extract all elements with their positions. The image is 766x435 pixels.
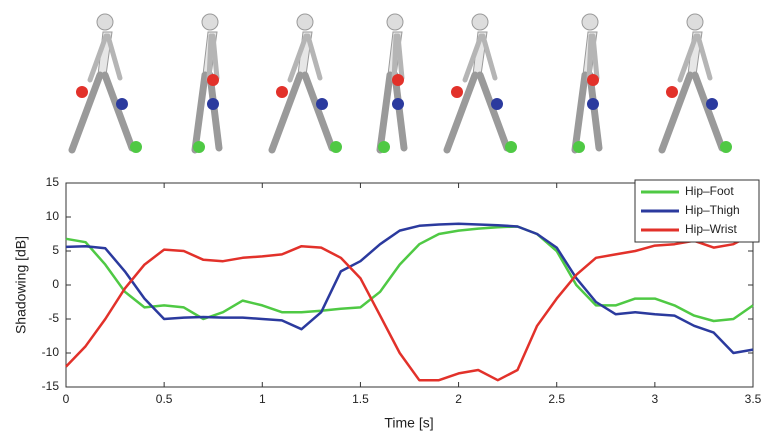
wrist-dot <box>76 86 88 98</box>
walker <box>571 13 603 154</box>
y-tick-label: -15 <box>42 379 60 393</box>
legend-label: Hip–Wrist <box>685 222 737 236</box>
foot-dot <box>130 141 142 153</box>
walker-arm <box>391 33 405 83</box>
walker-arm <box>206 33 220 83</box>
legend-label: Hip–Thigh <box>685 203 740 217</box>
y-tick-label: 10 <box>46 209 60 223</box>
walker-arm <box>677 33 713 83</box>
thigh-dot <box>116 98 128 110</box>
thigh-dot <box>316 98 328 110</box>
walker-head <box>686 13 704 31</box>
y-tick-label: 0 <box>52 277 59 291</box>
wrist-dot <box>666 86 678 98</box>
x-tick-label: 3 <box>652 392 659 406</box>
walker <box>68 13 142 154</box>
walker-head <box>201 13 219 31</box>
thigh-dot <box>706 98 718 110</box>
walker-leg <box>658 71 726 154</box>
walker-leg <box>571 71 603 154</box>
wrist-dot <box>392 74 404 86</box>
walker-head <box>581 13 599 31</box>
foot-dot <box>573 141 585 153</box>
y-tick-label: 5 <box>52 243 59 257</box>
x-axis-label: Time [s] <box>384 415 433 431</box>
y-tick-label: 15 <box>46 175 60 189</box>
series-line <box>65 225 754 323</box>
x-tick-label: 2.5 <box>548 392 565 406</box>
walker-arm <box>287 33 323 83</box>
y-tick-label: -10 <box>42 345 60 359</box>
x-tick-label: 1.5 <box>352 392 369 406</box>
walker-head <box>296 13 314 31</box>
walker-arm <box>462 33 498 83</box>
walker-leg <box>68 71 136 154</box>
walker <box>268 13 342 154</box>
walker <box>443 13 517 154</box>
x-tick-label: 0.5 <box>156 392 173 406</box>
walker-head <box>471 13 489 31</box>
walker-leg <box>376 71 408 154</box>
walker-head <box>96 13 114 31</box>
series-line <box>65 222 754 355</box>
thigh-dot <box>491 98 503 110</box>
legend-label: Hip–Foot <box>685 184 734 198</box>
wrist-dot <box>207 74 219 86</box>
walker-leg <box>191 71 223 154</box>
series-line <box>65 232 754 382</box>
y-axis-label: Shadowing [dB] <box>13 236 29 334</box>
walker-leg <box>443 71 511 154</box>
thigh-dot <box>207 98 219 110</box>
thigh-dot <box>587 98 599 110</box>
walker-arm <box>87 33 123 83</box>
wrist-dot <box>587 74 599 86</box>
foot-dot <box>193 141 205 153</box>
walker-head <box>386 13 404 31</box>
walking-figures <box>68 13 732 154</box>
x-tick-label: 1 <box>259 392 266 406</box>
thigh-dot <box>392 98 404 110</box>
walker <box>191 13 223 154</box>
foot-dot <box>330 141 342 153</box>
walker-arm <box>586 33 600 83</box>
walker <box>658 13 732 154</box>
walker-leg <box>268 71 336 154</box>
foot-dot <box>378 141 390 153</box>
x-tick-label: 2 <box>455 392 462 406</box>
foot-dot <box>720 141 732 153</box>
walker <box>376 13 408 154</box>
y-tick-label: -5 <box>48 311 59 325</box>
wrist-dot <box>276 86 288 98</box>
wrist-dot <box>451 86 463 98</box>
x-tick-label: 0 <box>63 392 70 406</box>
foot-dot <box>505 141 517 153</box>
x-tick-label: 3.5 <box>745 392 762 406</box>
